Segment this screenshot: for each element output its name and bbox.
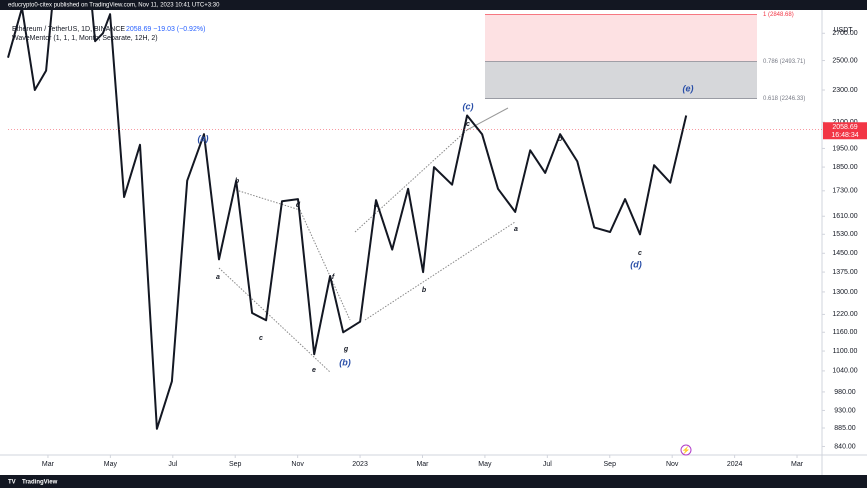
y-tick-label: 1300.00 [832,289,857,296]
x-tick-label: Nov [666,461,679,468]
fib-zone [485,61,757,99]
wave-label: b [558,136,563,143]
x-tick-label: Sep [604,461,617,468]
plot [7,10,757,430]
brand: TradingView [22,480,58,486]
x-tick-label: 2023 [352,461,368,468]
header-bar [0,0,867,10]
wave-label: a [514,226,518,233]
y-tick-label: 980.00 [834,389,856,396]
y-tick-label: 1950.00 [832,145,857,152]
wave-label: (c) [463,101,474,111]
last-price-box [823,122,867,140]
legend-symbol: Ethereum / TetherUS, 1D, BINANCE [12,26,125,33]
footer-bar [0,475,867,488]
x-tick-label: May [104,461,118,468]
guide-line [466,107,509,131]
y-tick-label: 2300.00 [832,87,857,94]
x-tick-label: Mar [416,461,429,468]
fib-label: 0.786 (2493.71) [763,59,805,65]
fib-label: 0.618 (2246.33) [763,96,805,102]
y-tick-label: 2700.00 [832,30,857,37]
y-tick-label: 1100.00 [833,348,858,355]
fib-zone [485,14,757,62]
wave-label: c [466,121,470,128]
wave-label: e [312,367,316,374]
wave-label: a [216,274,220,281]
y-tick-label: 885.00 [834,425,856,432]
wave-label: f [332,274,335,281]
y-tick-label: 1040.00 [832,368,857,375]
x-tick-label: Mar [42,461,55,468]
y-tick-label: 1220.00 [832,311,857,318]
price-line [7,10,688,430]
y-tick-label: 840.00 [834,443,856,450]
wave-label: b [422,287,427,294]
wave-label: g [343,346,349,353]
y-tick-label: 1375.00 [832,269,857,276]
x-tick-label: Jul [543,461,552,468]
y-tick-label: 1610.00 [832,213,857,220]
legend-indicator: WaveMentor (1, 1, 1, Month, Separate, 12… [12,35,158,42]
y-tick-label: 1450.00 [832,250,857,257]
x-tick-label: Nov [291,461,304,468]
wave-label: b [235,178,240,185]
wave-label: a [374,202,378,209]
y-tick-label: 1530.00 [832,231,857,238]
x-tick-label: May [478,461,492,468]
y-tick-label: 2500.00 [832,57,857,64]
wave-label: (e) [683,83,694,93]
wave-label: c [259,335,263,342]
publisher: educrypto0-citex published on TradingVie… [8,3,220,9]
wave-label: (a) [198,133,209,143]
y-tick-label: 1730.00 [832,188,857,195]
brand-logo: TV [8,480,16,486]
x-tick-label: Mar [791,461,804,468]
wave-label: (b) [339,357,351,367]
wave-label: d [296,202,301,209]
wave-label: (d) [630,259,642,269]
y-tick-label: 1850.00 [832,164,857,171]
wave-label: c [638,250,642,257]
last-price: 2058.69 [832,124,857,131]
countdown: 16:48:34 [831,132,858,139]
y-tick-label: 930.00 [834,407,856,414]
currency: USDT [833,27,853,34]
event-icon: ⚡ [680,444,692,456]
fib-label: 1 (2848.68) [763,12,794,18]
svg-text:⚡: ⚡ [682,445,691,454]
y-tick-label: 1160.00 [833,329,858,336]
x-tick-label: Sep [229,461,242,468]
x-tick-label: 2024 [727,461,743,468]
x-tick-label: Jul [168,461,177,468]
legend-quote: 2058.69 −19.03 (−0.92%) [126,26,205,33]
